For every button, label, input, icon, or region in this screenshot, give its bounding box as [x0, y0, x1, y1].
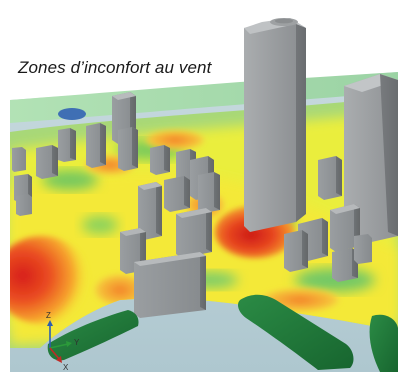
axis-triad: Z Y X	[46, 311, 80, 372]
axis-label-z: Z	[46, 311, 51, 320]
axis-label-x: X	[63, 363, 69, 372]
figure-caption: Zones d’inconfort au vent	[18, 58, 212, 77]
tower-main	[244, 18, 306, 232]
axis-label-y: Y	[74, 338, 80, 347]
pond	[58, 108, 86, 120]
building-cluster-center	[120, 176, 212, 318]
tower-east	[344, 74, 398, 246]
building-cluster-east	[284, 156, 372, 282]
building-cluster-northwest	[12, 92, 220, 216]
tree-rows	[47, 294, 398, 372]
